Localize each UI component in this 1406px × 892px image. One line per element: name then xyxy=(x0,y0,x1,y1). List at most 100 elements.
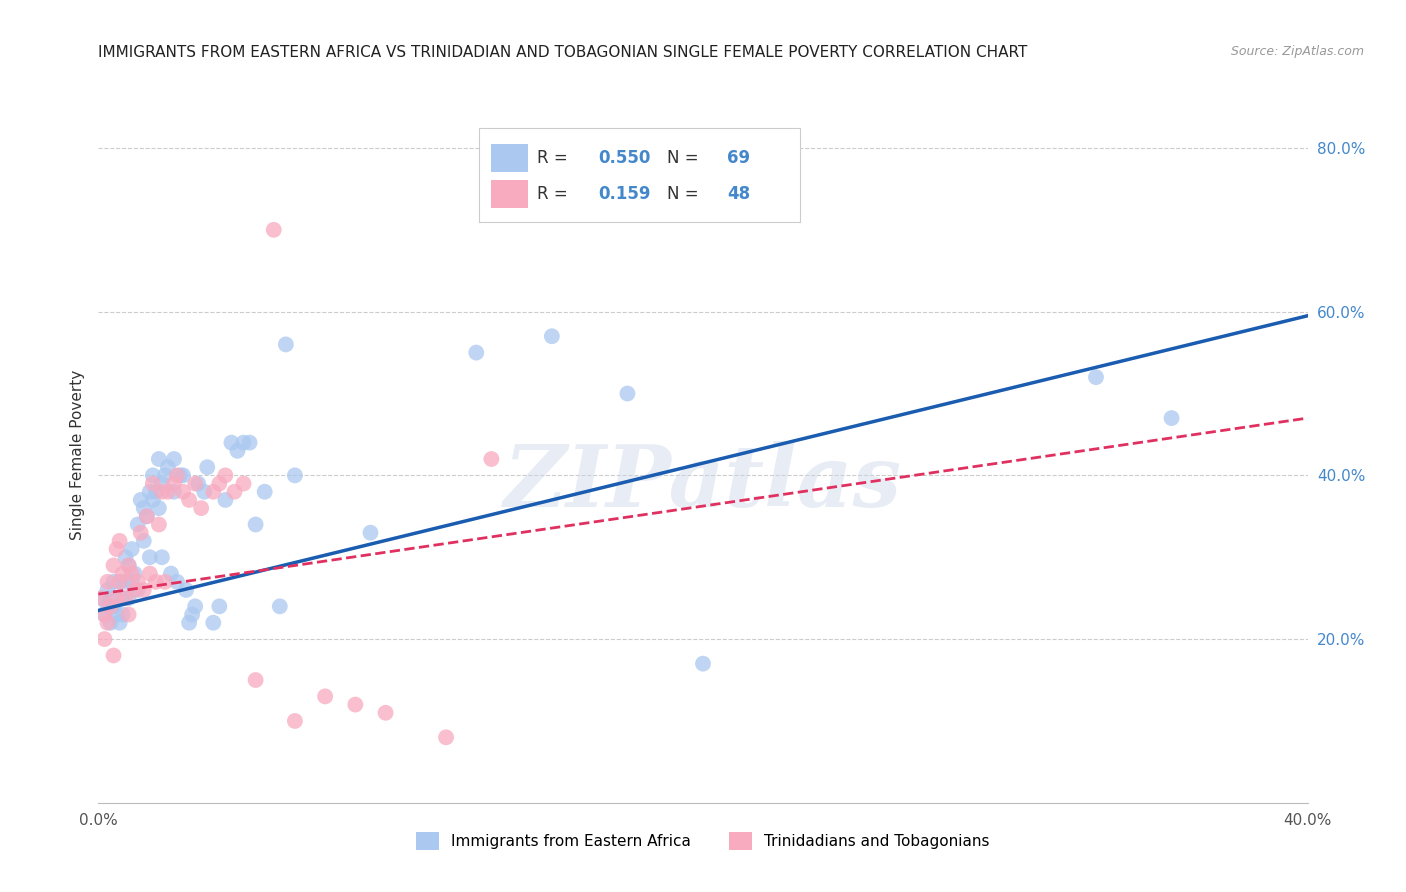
Point xyxy=(148,501,170,516)
Point xyxy=(121,574,143,589)
Text: Source: ZipAtlas.com: Source: ZipAtlas.com xyxy=(1230,45,1364,58)
Point xyxy=(434,731,457,745)
Point xyxy=(190,501,212,516)
Point xyxy=(360,525,382,540)
Point xyxy=(344,698,367,712)
Point xyxy=(148,517,170,532)
Point xyxy=(111,607,134,622)
Point xyxy=(114,574,136,589)
Point xyxy=(208,476,231,491)
Point xyxy=(96,615,118,630)
Point xyxy=(129,525,152,540)
Point xyxy=(284,714,307,728)
Point xyxy=(169,468,191,483)
Point xyxy=(145,574,167,589)
Point xyxy=(139,566,162,581)
Point xyxy=(163,452,186,467)
Point xyxy=(153,574,176,589)
Point xyxy=(132,533,155,548)
Point xyxy=(135,509,157,524)
Point xyxy=(100,615,122,630)
Point xyxy=(132,582,155,597)
Point xyxy=(166,574,188,589)
Point xyxy=(214,468,236,483)
Point xyxy=(232,435,254,450)
Text: 0.159: 0.159 xyxy=(598,185,651,202)
Point xyxy=(114,550,136,565)
Text: R =: R = xyxy=(537,185,574,202)
Point xyxy=(184,599,207,614)
Point xyxy=(224,484,246,499)
Point xyxy=(150,550,173,565)
Text: 0.550: 0.550 xyxy=(598,149,650,167)
Point xyxy=(105,542,128,557)
Point xyxy=(481,452,503,467)
Point xyxy=(269,599,291,614)
Point xyxy=(263,223,285,237)
Point xyxy=(118,607,141,622)
Point xyxy=(142,492,165,507)
Point xyxy=(124,566,146,581)
Point xyxy=(172,468,194,483)
Point xyxy=(96,599,118,614)
Point xyxy=(616,386,638,401)
Point xyxy=(163,476,186,491)
Point xyxy=(118,558,141,573)
Text: N =: N = xyxy=(666,185,703,202)
Text: R =: R = xyxy=(537,149,574,167)
Point xyxy=(156,460,179,475)
Point xyxy=(148,452,170,467)
FancyBboxPatch shape xyxy=(492,179,527,208)
Point xyxy=(245,517,267,532)
Point xyxy=(465,345,488,359)
Point xyxy=(90,591,112,606)
Point xyxy=(142,468,165,483)
Point xyxy=(93,632,115,646)
Point xyxy=(253,484,276,499)
Y-axis label: Single Female Poverty: Single Female Poverty xyxy=(69,370,84,540)
Point xyxy=(114,591,136,606)
FancyBboxPatch shape xyxy=(492,144,527,172)
Point xyxy=(127,582,149,597)
Point xyxy=(124,582,146,597)
Point xyxy=(108,533,131,548)
Point xyxy=(195,460,218,475)
FancyBboxPatch shape xyxy=(479,128,800,222)
Point xyxy=(90,591,112,606)
Point xyxy=(100,591,122,606)
Point xyxy=(111,591,134,606)
Point xyxy=(166,468,188,483)
Point xyxy=(221,435,243,450)
Point xyxy=(153,468,176,483)
Point xyxy=(93,607,115,622)
Point xyxy=(93,607,115,622)
Point xyxy=(172,484,194,499)
Point xyxy=(103,574,125,589)
Point xyxy=(135,509,157,524)
Point xyxy=(232,476,254,491)
Point xyxy=(692,657,714,671)
Point xyxy=(1160,411,1182,425)
Text: ZIPatlas: ZIPatlas xyxy=(503,441,903,524)
Point xyxy=(226,443,249,458)
Point xyxy=(239,435,262,450)
Point xyxy=(129,492,152,507)
Point xyxy=(100,599,122,614)
Point xyxy=(103,648,125,663)
Point xyxy=(150,476,173,491)
Point xyxy=(274,337,297,351)
Point xyxy=(111,566,134,581)
Point xyxy=(103,558,125,573)
Point xyxy=(108,615,131,630)
Point xyxy=(163,484,186,499)
Point xyxy=(142,476,165,491)
Point xyxy=(145,484,167,499)
Point xyxy=(127,574,149,589)
Point xyxy=(179,615,201,630)
Point xyxy=(127,517,149,532)
Point xyxy=(245,673,267,687)
Point xyxy=(96,574,118,589)
Point xyxy=(96,582,118,597)
Point xyxy=(150,484,173,499)
Text: N =: N = xyxy=(666,149,703,167)
